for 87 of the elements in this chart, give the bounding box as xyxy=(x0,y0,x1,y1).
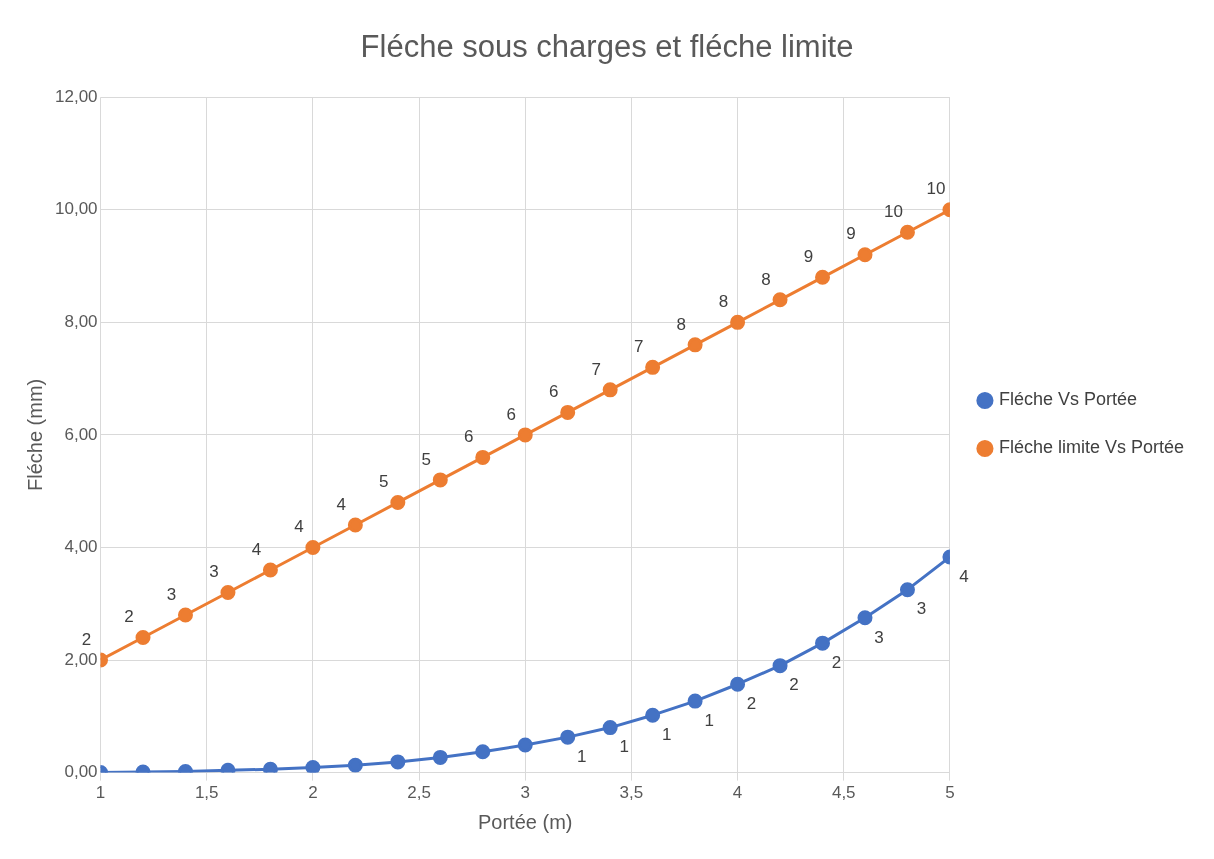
y-tick-label: 2,00 xyxy=(64,649,98,669)
data-label: 2 xyxy=(124,607,134,627)
x-axis-title: Portée (m) xyxy=(478,810,573,833)
point xyxy=(262,761,278,773)
data-label: 1 xyxy=(576,746,587,766)
point xyxy=(730,676,746,692)
point xyxy=(432,749,448,765)
y-tick-label: 10,00 xyxy=(54,199,98,219)
point xyxy=(645,707,661,723)
data-label: 1 xyxy=(619,737,629,757)
data-label: 4 xyxy=(294,517,304,537)
data-label: 2 xyxy=(831,652,842,672)
y-tick-label: 4,00 xyxy=(64,537,98,557)
chart-title: Fléche sous charges et fléche limite xyxy=(360,29,854,65)
data-label: 5 xyxy=(421,449,432,469)
data-label: 6 xyxy=(506,404,516,424)
y-tick-label: 0,00 xyxy=(64,762,98,782)
point xyxy=(305,539,321,555)
point xyxy=(432,472,448,488)
point xyxy=(517,737,533,753)
data-label: 4 xyxy=(251,539,262,559)
point xyxy=(687,693,703,709)
point xyxy=(645,359,661,375)
point xyxy=(772,292,788,308)
x-tick-label: 4 xyxy=(732,783,743,803)
data-label: 6 xyxy=(548,382,559,402)
point xyxy=(560,729,576,745)
data-label: 4 xyxy=(959,566,969,586)
point xyxy=(220,584,236,600)
data-label: 1 xyxy=(661,724,672,744)
data-label: 8 xyxy=(761,269,771,289)
point xyxy=(815,635,831,651)
data-label: 3 xyxy=(209,562,219,582)
point xyxy=(475,449,491,465)
x-tick-label: 2 xyxy=(308,783,318,803)
point xyxy=(517,427,533,443)
data-label: 8 xyxy=(718,292,729,312)
data-label: 3 xyxy=(166,584,177,604)
point xyxy=(857,247,873,263)
point xyxy=(687,337,703,353)
point xyxy=(899,582,915,598)
point xyxy=(177,607,193,623)
x-tick-label: 1,5 xyxy=(194,783,219,803)
data-label: 7 xyxy=(591,359,601,379)
data-label: 3 xyxy=(874,627,884,647)
legend-label: Fléche limite Vs Portée xyxy=(998,437,1185,458)
data-label: 9 xyxy=(803,246,814,266)
data-label: 9 xyxy=(846,224,856,244)
x-tick-label: 5 xyxy=(945,783,955,803)
x-tick-label: 4,5 xyxy=(831,783,856,803)
data-label: 6 xyxy=(464,427,474,447)
y-tick-label: 12,00 xyxy=(54,86,98,106)
x-tick-label: 1 xyxy=(95,783,106,803)
point xyxy=(899,224,915,240)
data-label: 5 xyxy=(379,472,389,492)
point xyxy=(772,658,788,674)
legend-label: Fléche Vs Portée xyxy=(998,389,1138,410)
data-label: 8 xyxy=(676,314,686,334)
point xyxy=(262,562,278,578)
point xyxy=(347,757,363,773)
data-label: 2 xyxy=(746,693,757,713)
point xyxy=(390,754,406,770)
data-label: 2 xyxy=(81,629,92,649)
y-axis-title: Fléche (mm) xyxy=(23,378,46,492)
data-label: 2 xyxy=(789,675,799,695)
x-tick-label: 3 xyxy=(520,783,530,803)
point xyxy=(602,720,618,736)
point xyxy=(602,382,618,398)
point xyxy=(730,314,746,330)
data-label: 3 xyxy=(916,599,927,619)
data-label: 10 xyxy=(926,179,946,199)
point xyxy=(135,630,151,646)
data-label: 10 xyxy=(884,201,903,221)
point xyxy=(305,760,321,773)
point xyxy=(347,517,363,533)
y-tick-label: 8,00 xyxy=(64,312,98,332)
y-tick-label: 6,00 xyxy=(64,424,98,444)
point xyxy=(390,494,406,510)
data-label: 7 xyxy=(633,337,644,357)
x-tick-label: 2,5 xyxy=(407,783,431,803)
x-tick-label: 3,5 xyxy=(619,783,644,803)
data-label: 4 xyxy=(336,494,347,514)
data-label: 1 xyxy=(704,710,714,730)
point xyxy=(560,404,576,420)
point xyxy=(815,269,831,285)
point xyxy=(857,610,873,626)
point xyxy=(475,744,491,760)
